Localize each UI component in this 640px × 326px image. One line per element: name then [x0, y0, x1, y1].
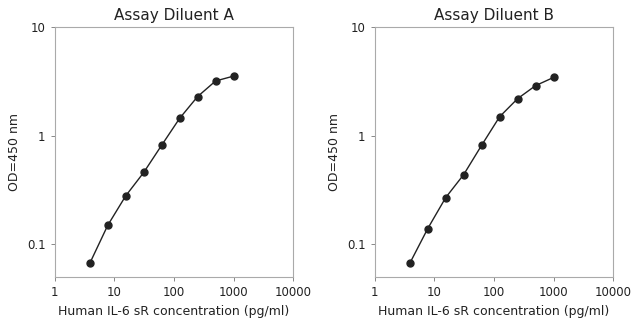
Title: Assay Diluent A: Assay Diluent A [114, 8, 234, 23]
Title: Assay Diluent B: Assay Diluent B [434, 8, 554, 23]
X-axis label: Human IL-6 sR concentration (pg/ml): Human IL-6 sR concentration (pg/ml) [378, 305, 609, 318]
X-axis label: Human IL-6 sR concentration (pg/ml): Human IL-6 sR concentration (pg/ml) [58, 305, 289, 318]
Y-axis label: OD=450 nm: OD=450 nm [8, 113, 21, 191]
Y-axis label: OD=450 nm: OD=450 nm [328, 113, 341, 191]
